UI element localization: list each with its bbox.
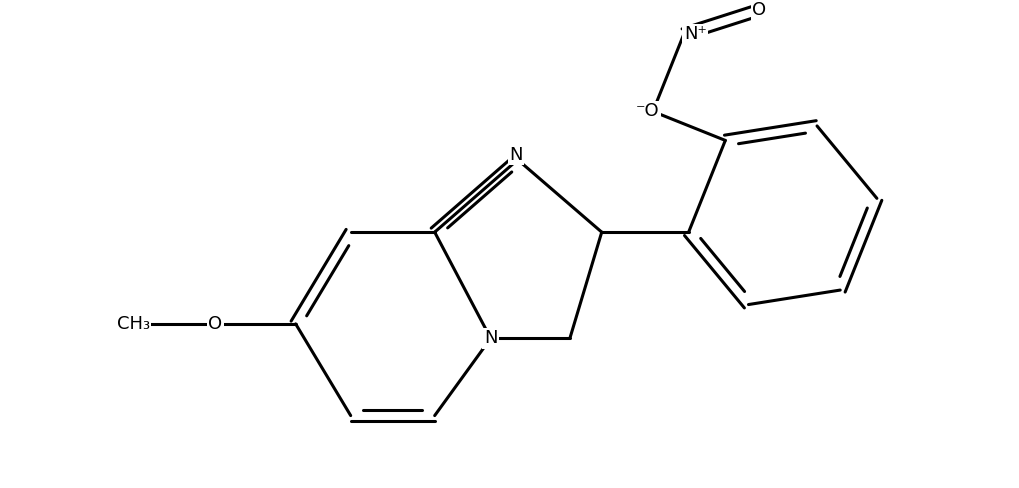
- Text: ⁻O: ⁻O: [636, 102, 659, 121]
- Text: O: O: [751, 1, 765, 19]
- Text: N: N: [483, 329, 497, 347]
- Text: N: N: [508, 146, 522, 164]
- Text: O: O: [208, 315, 222, 333]
- Text: N⁺: N⁺: [684, 25, 706, 43]
- Text: CH₃: CH₃: [117, 315, 150, 333]
